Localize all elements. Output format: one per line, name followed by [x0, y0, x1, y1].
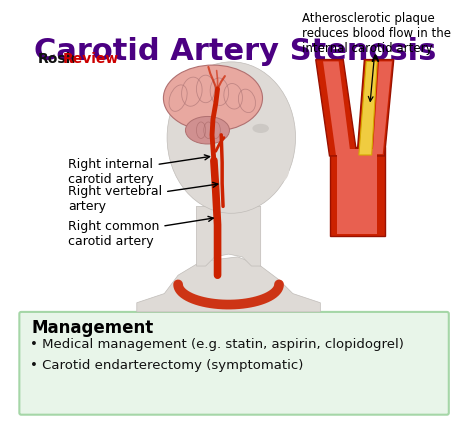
- Ellipse shape: [164, 65, 263, 131]
- Text: Management: Management: [31, 319, 154, 337]
- Polygon shape: [137, 257, 320, 312]
- Text: Right internal
carotid artery: Right internal carotid artery: [68, 155, 210, 186]
- Polygon shape: [373, 61, 392, 154]
- Text: Right vertebral
artery: Right vertebral artery: [68, 182, 218, 213]
- Ellipse shape: [167, 62, 296, 213]
- FancyBboxPatch shape: [19, 312, 449, 415]
- Polygon shape: [196, 207, 261, 266]
- Polygon shape: [323, 61, 351, 155]
- Text: Review: Review: [63, 52, 118, 66]
- Polygon shape: [357, 60, 394, 156]
- Polygon shape: [329, 147, 384, 236]
- Text: Right common
carotid artery: Right common carotid artery: [68, 216, 213, 248]
- Text: • Medical management (e.g. statin, aspirin, clopidogrel): • Medical management (e.g. statin, aspir…: [30, 337, 404, 351]
- Text: Carotid Artery Stenosis: Carotid Artery Stenosis: [34, 37, 436, 65]
- Polygon shape: [337, 149, 377, 234]
- Text: • Carotid endarterectomy (symptomatic): • Carotid endarterectomy (symptomatic): [30, 359, 304, 372]
- Polygon shape: [316, 60, 357, 156]
- Polygon shape: [359, 61, 377, 155]
- Ellipse shape: [253, 124, 269, 133]
- Ellipse shape: [269, 157, 289, 182]
- Text: Rosh: Rosh: [38, 52, 76, 66]
- Text: Atherosclerotic plaque
reduces blood flow in the
internal carotid artery: Atherosclerotic plaque reduces blood flo…: [302, 12, 451, 101]
- Ellipse shape: [185, 116, 229, 144]
